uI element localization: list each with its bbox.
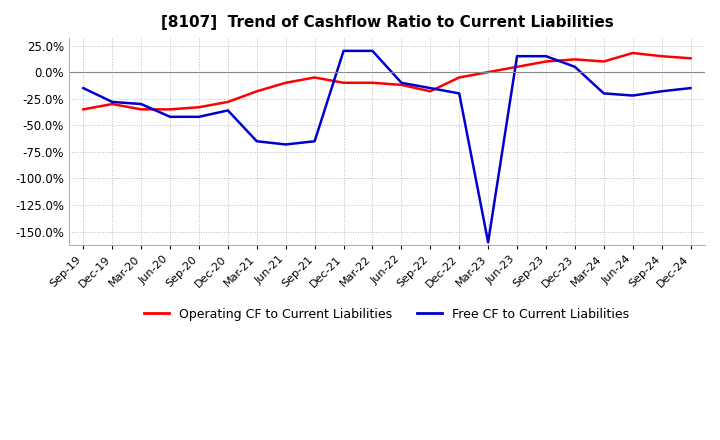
Operating CF to Current Liabilities	[339, 80, 348, 85]
Free CF to Current Liabilities	[513, 54, 521, 59]
Operating CF to Current Liabilities	[484, 70, 492, 75]
Free CF to Current Liabilities	[600, 91, 608, 96]
Operating CF to Current Liabilities	[79, 107, 88, 112]
Free CF to Current Liabilities	[253, 139, 261, 144]
Operating CF to Current Liabilities	[166, 107, 174, 112]
Free CF to Current Liabilities	[137, 101, 145, 106]
Free CF to Current Liabilities	[224, 108, 233, 113]
Free CF to Current Liabilities	[484, 240, 492, 245]
Free CF to Current Liabilities	[310, 139, 319, 144]
Free CF to Current Liabilities	[79, 85, 88, 91]
Free CF to Current Liabilities	[194, 114, 203, 119]
Operating CF to Current Liabilities	[282, 80, 290, 85]
Title: [8107]  Trend of Cashflow Ratio to Current Liabilities: [8107] Trend of Cashflow Ratio to Curren…	[161, 15, 613, 30]
Free CF to Current Liabilities	[368, 48, 377, 54]
Operating CF to Current Liabilities	[657, 54, 666, 59]
Operating CF to Current Liabilities	[455, 75, 464, 80]
Operating CF to Current Liabilities	[541, 59, 550, 64]
Operating CF to Current Liabilities	[686, 56, 695, 61]
Operating CF to Current Liabilities	[600, 59, 608, 64]
Free CF to Current Liabilities	[166, 114, 174, 119]
Free CF to Current Liabilities	[108, 99, 117, 105]
Line: Free CF to Current Liabilities: Free CF to Current Liabilities	[84, 51, 690, 242]
Free CF to Current Liabilities	[629, 93, 637, 98]
Operating CF to Current Liabilities	[310, 75, 319, 80]
Operating CF to Current Liabilities	[629, 50, 637, 55]
Operating CF to Current Liabilities	[137, 107, 145, 112]
Free CF to Current Liabilities	[541, 54, 550, 59]
Operating CF to Current Liabilities	[397, 82, 405, 88]
Operating CF to Current Liabilities	[570, 57, 579, 62]
Free CF to Current Liabilities	[686, 85, 695, 91]
Operating CF to Current Liabilities	[108, 101, 117, 106]
Legend: Operating CF to Current Liabilities, Free CF to Current Liabilities: Operating CF to Current Liabilities, Fre…	[139, 303, 634, 326]
Free CF to Current Liabilities	[426, 85, 435, 91]
Operating CF to Current Liabilities	[224, 99, 233, 105]
Free CF to Current Liabilities	[657, 88, 666, 94]
Operating CF to Current Liabilities	[194, 105, 203, 110]
Operating CF to Current Liabilities	[513, 64, 521, 70]
Free CF to Current Liabilities	[455, 91, 464, 96]
Free CF to Current Liabilities	[570, 64, 579, 70]
Free CF to Current Liabilities	[397, 80, 405, 85]
Operating CF to Current Liabilities	[426, 88, 435, 94]
Line: Operating CF to Current Liabilities: Operating CF to Current Liabilities	[84, 53, 690, 110]
Operating CF to Current Liabilities	[368, 80, 377, 85]
Operating CF to Current Liabilities	[253, 88, 261, 94]
Free CF to Current Liabilities	[339, 48, 348, 54]
Free CF to Current Liabilities	[282, 142, 290, 147]
